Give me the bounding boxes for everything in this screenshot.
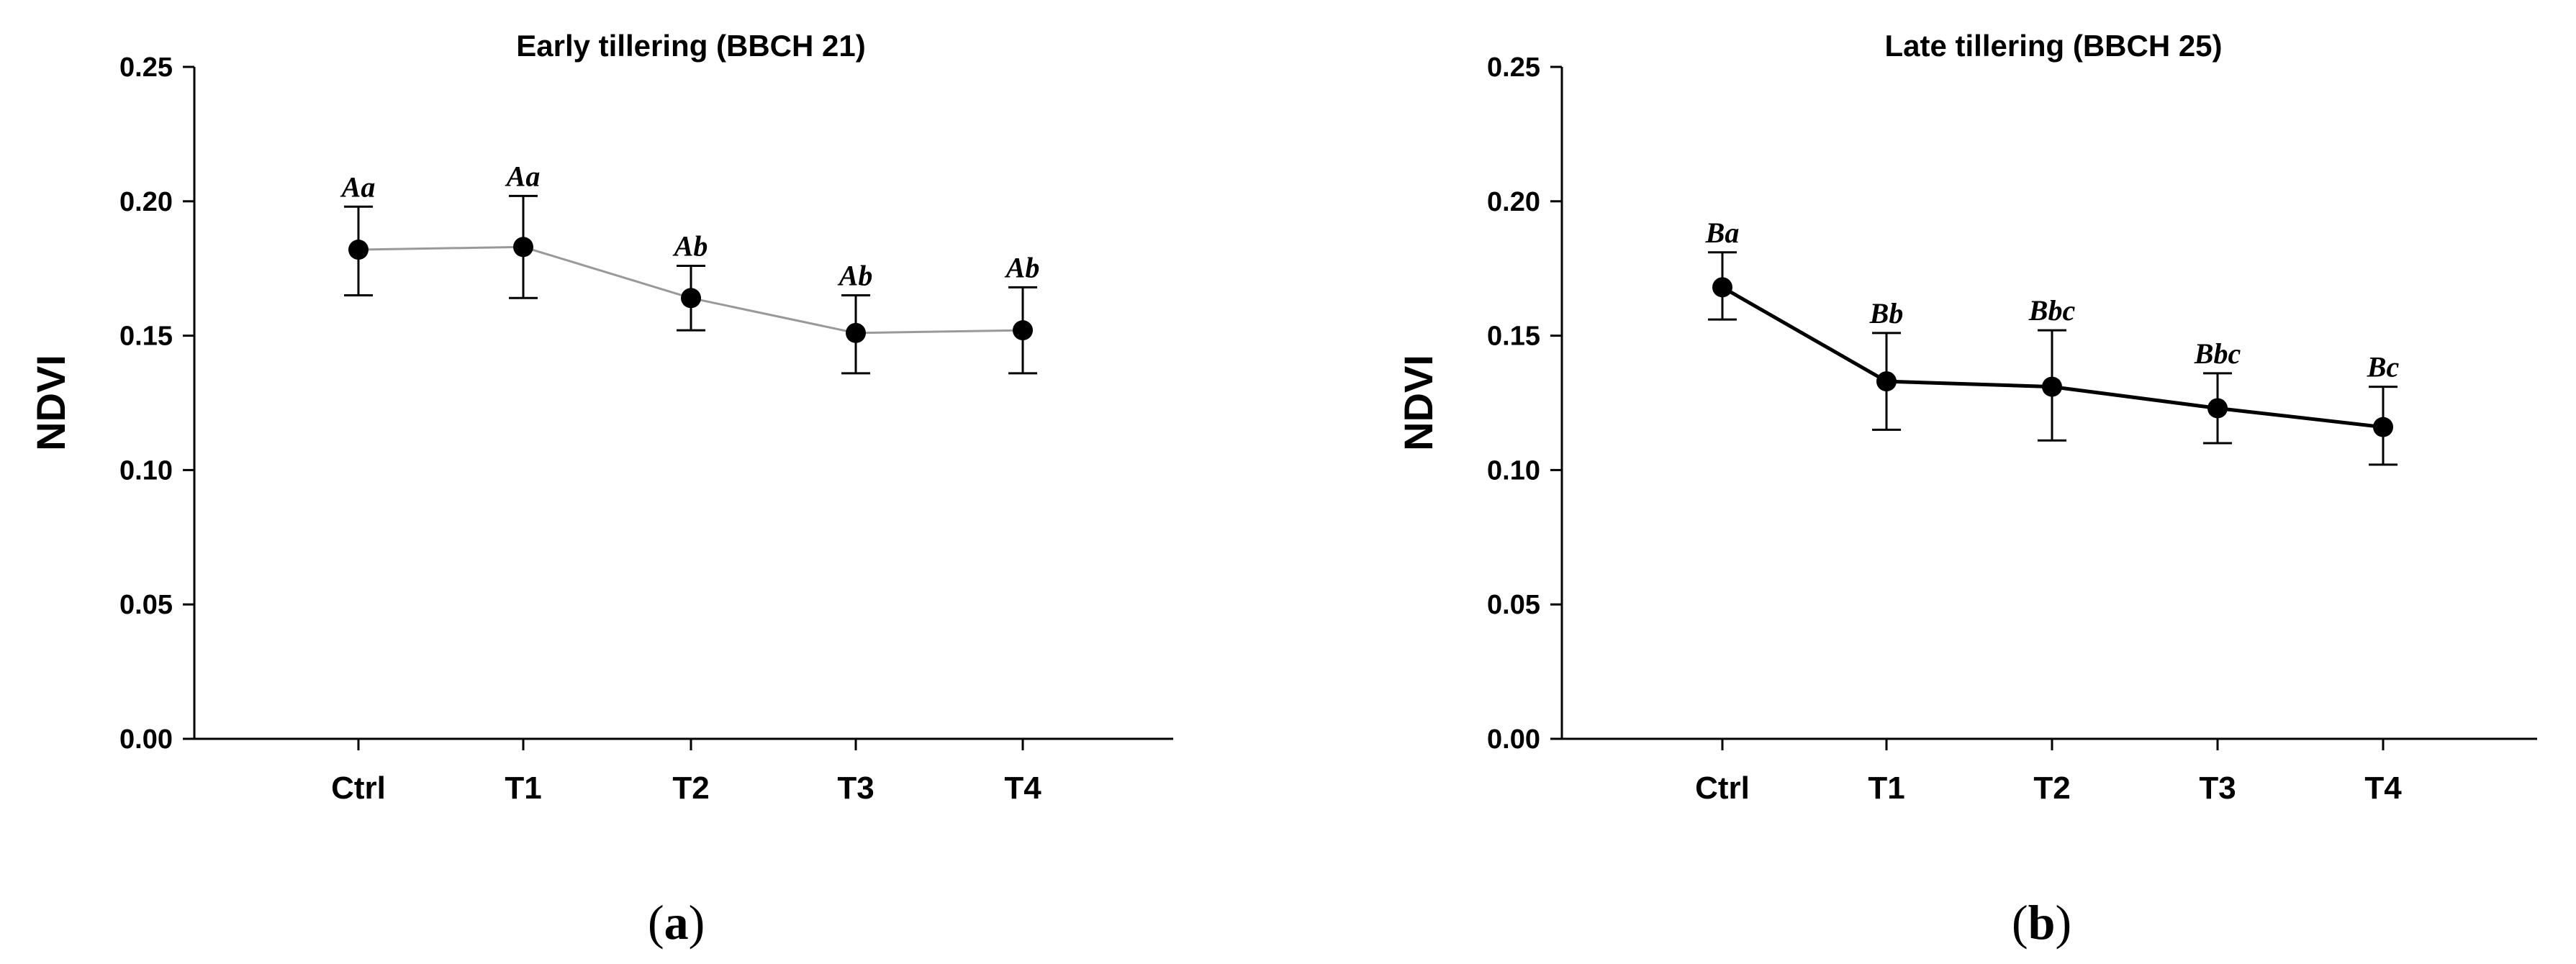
significance-label: Bbc [2194,337,2241,370]
x-tick-label: T1 [505,770,541,806]
chart-title: Early tillering (BBCH 21) [516,29,865,63]
x-tick-label: T4 [1004,770,1041,806]
y-tick-label: 0.10 [119,455,173,486]
x-tick-label: T2 [2033,770,2070,806]
y-axis-label: NDVI [1396,355,1441,451]
y-tick-label: 0.10 [1487,455,1540,486]
panel-b: 0.00 0.05 0.10 0.15 0.20 0.25 Ctrl T1 T2 T3 T4 NDVI… [1396,29,2537,950]
significance-label: Ab [1004,251,1040,283]
significance-label: Bc [2367,351,2400,383]
data-point [846,322,866,343]
y-tick-label: 0.05 [119,590,173,620]
y-tick-label: 0.25 [1487,53,1540,83]
significance-label: Ab [672,229,708,262]
panel-a: 0.00 0.05 0.10 0.15 0.20 0.25 Ctrl T1 T2 T3 T4 NDVI… [28,29,1173,950]
y-tick-label: 0.25 [119,53,173,83]
x-tick-label: T3 [2199,770,2236,806]
data-point [681,288,701,309]
x-tick-label: T3 [837,770,874,806]
data-point [1013,320,1033,341]
data-point [2373,417,2393,437]
panel-letter: b [2028,895,2056,950]
y-tick-label: 0.00 [1487,724,1540,755]
panel-label: (b) [2012,895,2071,950]
significance-label: Bbc [2028,294,2076,327]
x-tick-label: T4 [2364,770,2402,806]
y-tick-label: 0.00 [119,724,173,755]
panel-letter: a [664,895,689,950]
x-tick-label: T1 [1868,770,1904,806]
chart-title: Late tillering (BBCH 25) [1884,29,2222,63]
significance-label: Ba [1705,217,1740,249]
y-tick-label: 0.15 [1487,322,1540,352]
significance-label: Ab [837,260,873,292]
x-tick-label: Ctrl [331,770,386,806]
x-tick-label: Ctrl [1695,770,1750,806]
data-point [2207,398,2228,419]
data-point [1712,277,1732,298]
x-tick-label: T2 [672,770,709,806]
significance-label: Bb [1869,297,1904,329]
data-point [348,240,369,260]
y-axis-label: NDVI [28,355,73,451]
panel-label: (a) [648,895,705,950]
data-point [513,237,533,258]
y-tick-label: 0.15 [119,322,173,352]
data-point [1876,371,1897,392]
y-tick-label: 0.05 [1487,590,1540,620]
y-tick-label: 0.20 [119,187,173,217]
data-point [2042,376,2062,397]
significance-label: Aa [505,160,541,192]
y-tick-label: 0.20 [1487,187,1540,217]
significance-label: Aa [340,170,376,203]
